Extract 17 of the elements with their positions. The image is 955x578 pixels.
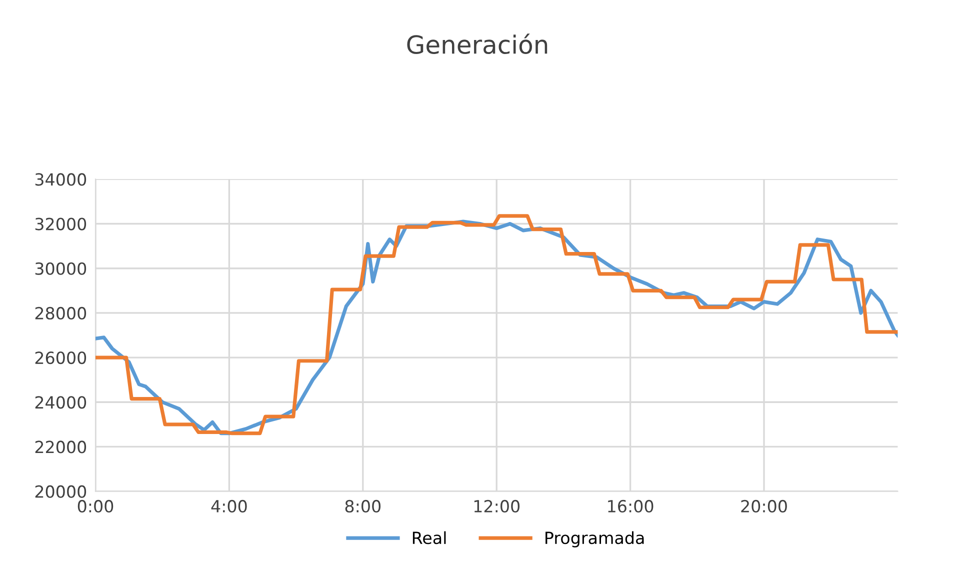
x-tick-label: 16:00 [608,500,654,513]
x-tick-label: 4:00 [211,500,247,513]
y-tick-label: 28000 [35,306,86,320]
y-tick-label: 30000 [35,262,86,275]
x-tick-label: 0:00 [78,500,114,513]
x-tick-label: 8:00 [345,500,381,513]
chart-title: Generación [407,34,548,54]
y-tick-label: 20000 [35,485,86,498]
y-tick-label: 22000 [35,440,86,454]
y-tick-label: 24000 [35,396,86,409]
x-tick-label: 20:00 [741,500,787,513]
y-tick-label: 26000 [35,351,86,364]
y-tick-label: 32000 [35,218,86,230]
legend-label: Real [412,531,446,544]
y-tick-label: 34000 [35,173,86,186]
legend-label: Programada [546,531,644,548]
x-tick-label: 12:00 [474,500,520,513]
